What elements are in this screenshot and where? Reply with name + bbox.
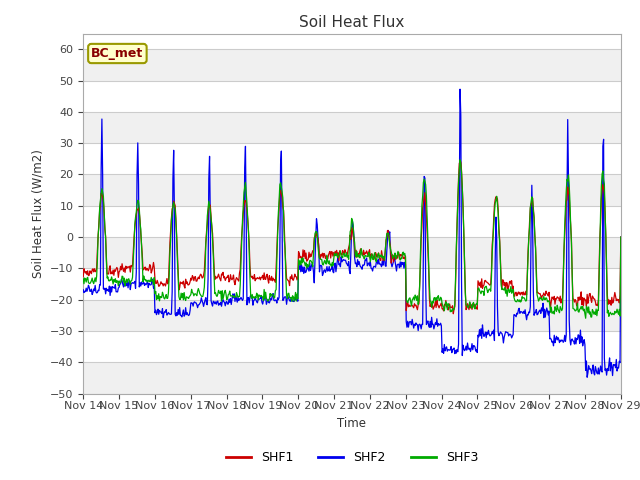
- SHF1: [145, 268, 152, 274]
- SHF1: [89, 266, 97, 272]
- Bar: [83, 174, 621, 206]
- Bar: [83, 143, 621, 174]
- SHF1: [456, 159, 464, 165]
- SHF1: [227, 276, 235, 282]
- Legend: SHF1, SHF2, SHF3: SHF1, SHF2, SHF3: [221, 446, 483, 469]
- Bar: [83, 362, 621, 394]
- SHF3: [145, 278, 152, 284]
- Bar: [83, 112, 621, 143]
- SHF2: [89, 289, 97, 295]
- SHF2: [417, 326, 425, 332]
- SHF1: [199, 275, 207, 281]
- X-axis label: Time: Time: [337, 417, 367, 430]
- Bar: [83, 49, 621, 81]
- Line: SHF1: SHF1: [83, 162, 621, 314]
- SHF3: [433, 297, 441, 303]
- SHF2: [456, 86, 464, 92]
- SHF1: [617, 234, 625, 240]
- Bar: [83, 268, 621, 300]
- Y-axis label: Soil Heat Flux (W/m2): Soil Heat Flux (W/m2): [31, 149, 44, 278]
- SHF3: [456, 157, 464, 163]
- SHF2: [617, 234, 625, 240]
- SHF3: [227, 293, 235, 299]
- SHF1: [449, 311, 457, 317]
- SHF1: [433, 297, 441, 303]
- Bar: [83, 300, 621, 331]
- SHF3: [582, 315, 589, 321]
- Line: SHF2: SHF2: [83, 89, 621, 377]
- Bar: [83, 206, 621, 237]
- SHF3: [89, 279, 97, 285]
- Title: Soil Heat Flux: Soil Heat Flux: [300, 15, 404, 30]
- SHF3: [617, 234, 625, 240]
- SHF3: [417, 226, 425, 232]
- SHF2: [199, 300, 207, 306]
- SHF2: [433, 316, 441, 322]
- SHF2: [583, 374, 591, 380]
- Bar: [83, 237, 621, 268]
- Bar: [83, 81, 621, 112]
- Bar: [83, 331, 621, 362]
- Line: SHF3: SHF3: [83, 160, 621, 318]
- SHF2: [79, 287, 87, 292]
- SHF3: [79, 276, 87, 282]
- Text: BC_met: BC_met: [92, 47, 143, 60]
- SHF3: [199, 293, 207, 299]
- SHF1: [417, 237, 425, 242]
- SHF1: [79, 274, 87, 280]
- SHF2: [145, 285, 152, 290]
- SHF2: [227, 301, 235, 307]
